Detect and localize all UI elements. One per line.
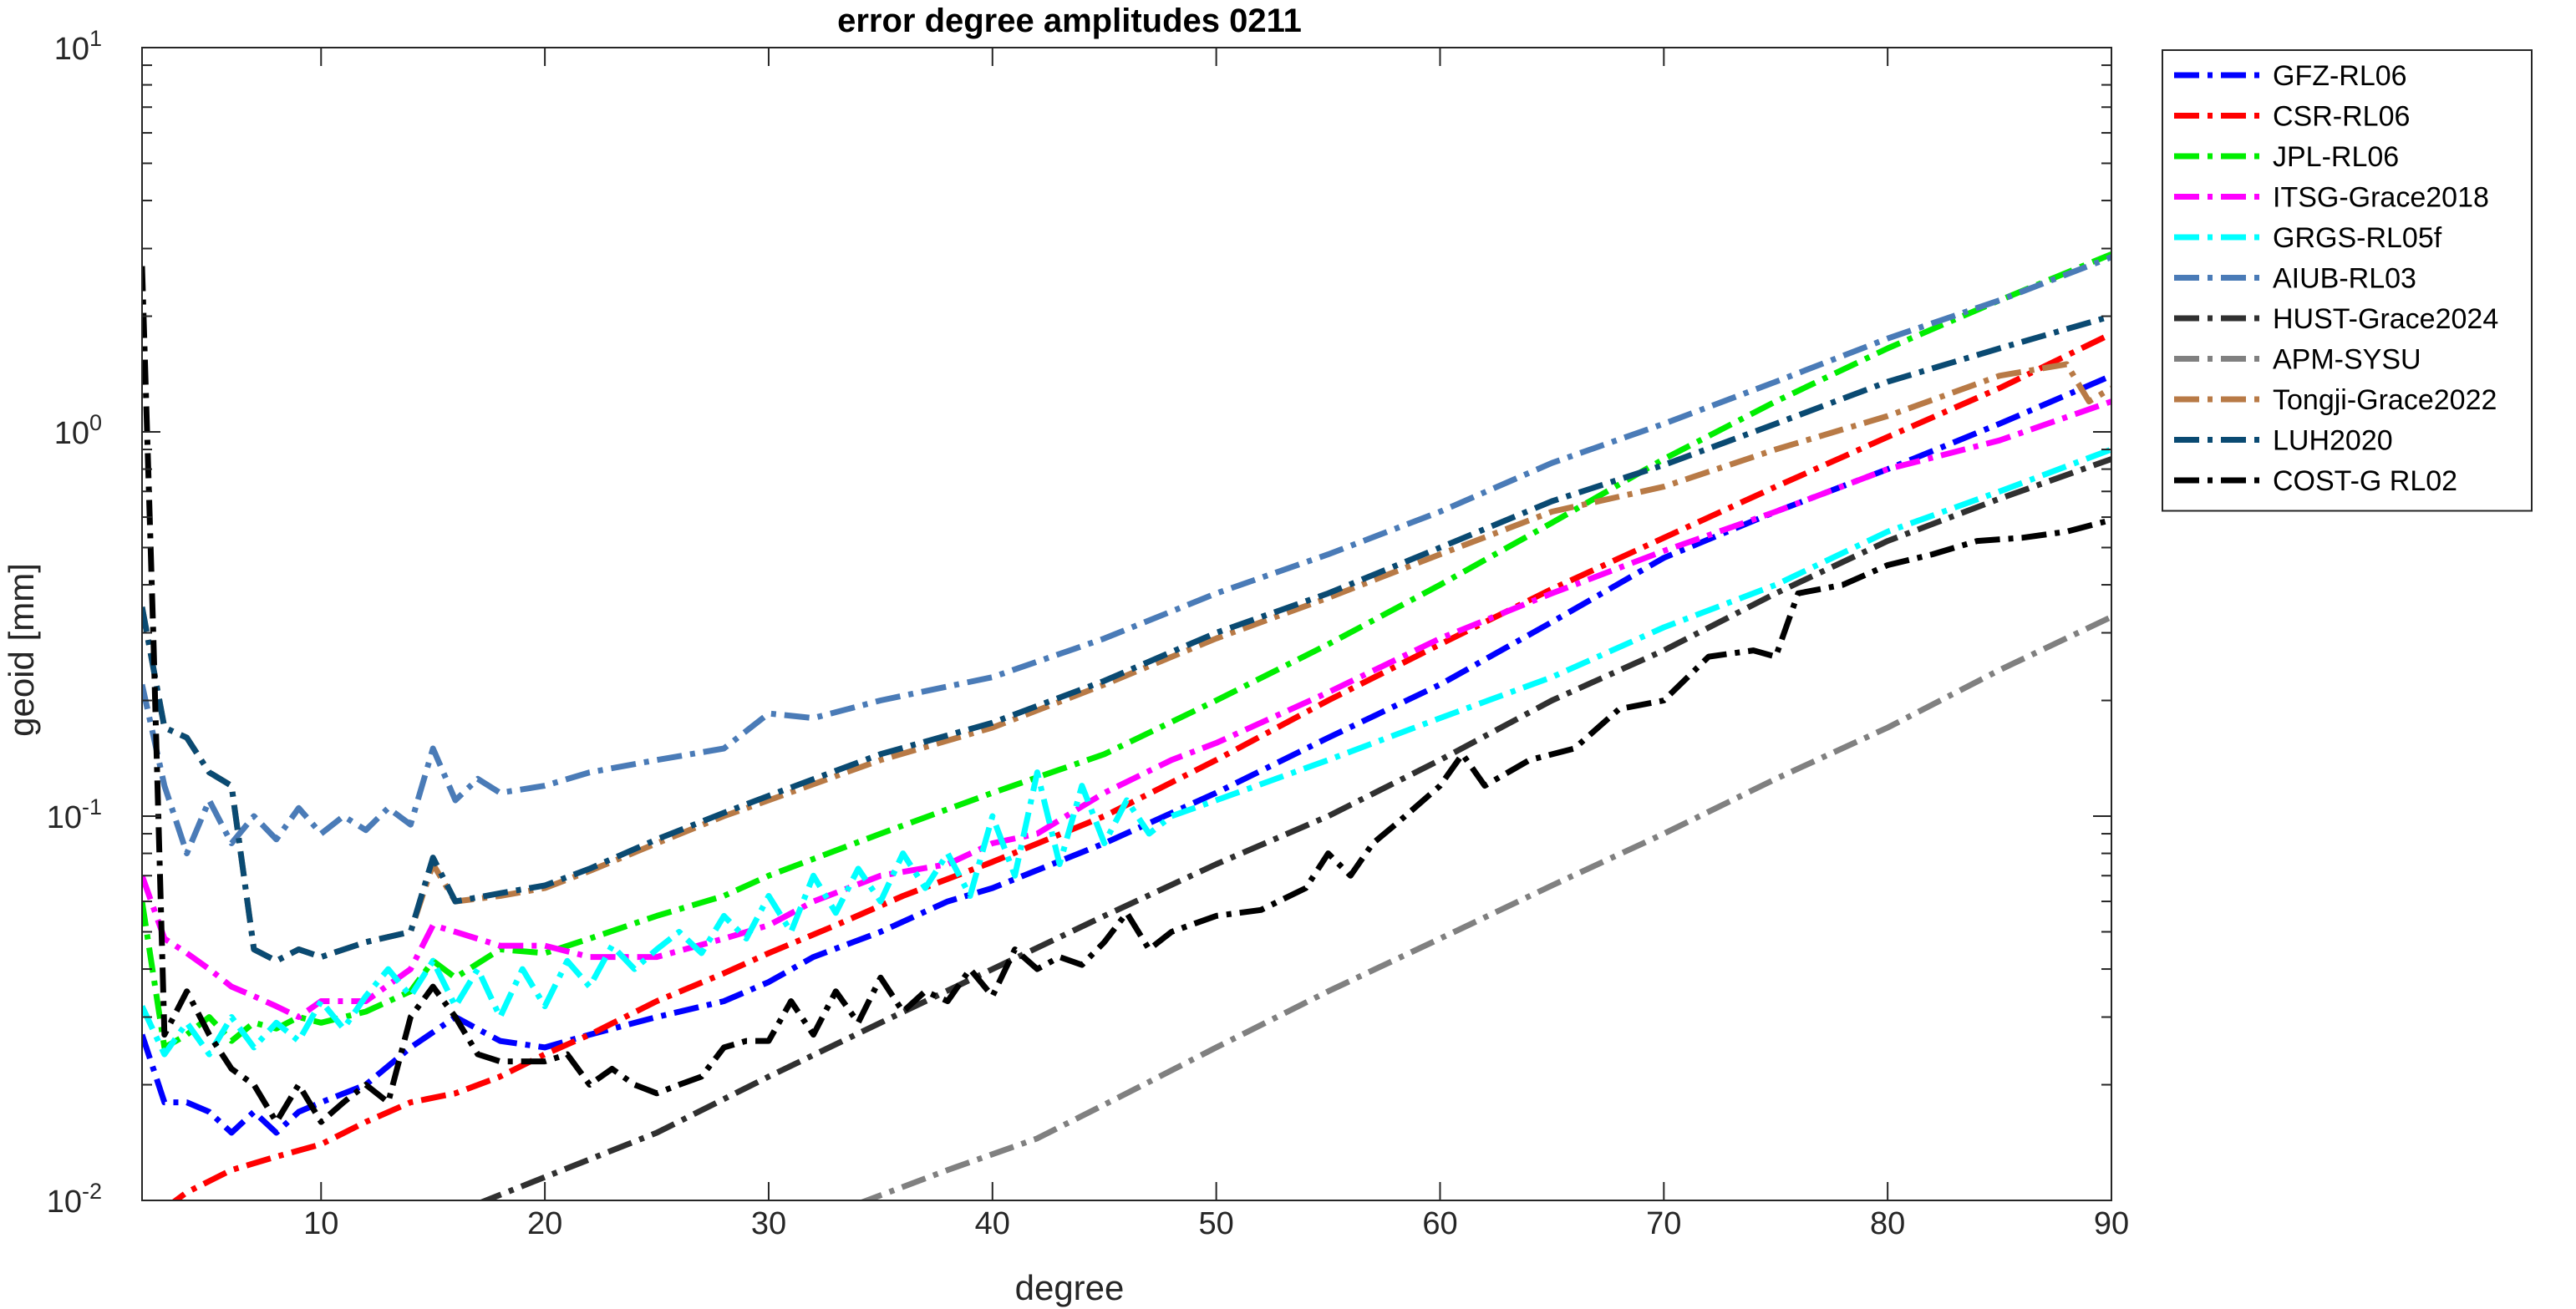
legend-entry: APM-SYSU (2273, 344, 2421, 376)
x-tick-label: 30 (751, 1206, 786, 1241)
x-axis-label: degree (1015, 1268, 1125, 1307)
y-tick-label: 10-2 (47, 1179, 102, 1220)
plot-area (142, 251, 2111, 1200)
series-line-csr-rl06 (170, 331, 2111, 1200)
series-line-jpl-rl06 (142, 251, 2111, 1051)
x-tick-label: 80 (1870, 1206, 1905, 1241)
x-tick-label: 70 (1646, 1206, 1681, 1241)
legend-entry: JPL-RL06 (2273, 141, 2399, 173)
x-tick-label: 10 (303, 1206, 338, 1241)
legend-entry: COST-G RL02 (2273, 465, 2457, 497)
series-line-luh2020 (142, 313, 2111, 964)
series-line-grgs-rl05f (142, 446, 2111, 1058)
legend-entry: AIUB-RL03 (2273, 263, 2416, 295)
series-group (142, 251, 2111, 1200)
legend-entry: ITSG-Grace2018 (2273, 182, 2489, 214)
x-tick-label: 40 (975, 1206, 1010, 1241)
axes-box (141, 47, 2112, 1201)
x-tick-label: 50 (1198, 1206, 1233, 1241)
y-tick-label: 10-1 (47, 794, 102, 835)
legend-entry: CSR-RL06 (2273, 101, 2410, 133)
x-tick-label: 60 (1422, 1206, 1457, 1241)
legend: GFZ-RL06 CSR-RL06 JPL-RL06 ITSG-Grace2018 GR… (2162, 49, 2533, 512)
x-tick-label: 90 (2094, 1206, 2129, 1241)
series-line-apm-sysu (858, 614, 2111, 1200)
legend-entry: HUST-Grace2024 (2273, 303, 2498, 335)
legend-entry: Tongji-Grace2022 (2273, 384, 2497, 416)
legend-entry: LUH2020 (2273, 425, 2393, 457)
y-tick-label: 100 (54, 410, 102, 451)
legend-entry: GFZ-RL06 (2273, 60, 2407, 92)
y-axis-label: geoid [mm] (2, 563, 41, 737)
axes: 10 20 30 40 50 60 70 80 90 101 100 10-1 10-2 (47, 26, 2129, 1241)
x-tick-label: 20 (527, 1206, 562, 1241)
series-line-itsg-grace2018 (142, 398, 2111, 1020)
legend-entry: GRGS-RL05f (2273, 222, 2442, 254)
series-line-gfz-rl06 (142, 373, 2111, 1136)
series-line-hust-grace2024 (478, 456, 2111, 1200)
series-line-aiub-rl03 (142, 254, 2111, 857)
chart-title: error degree amplitudes 0211 (837, 3, 1302, 39)
y-tick-label: 101 (54, 26, 102, 67)
